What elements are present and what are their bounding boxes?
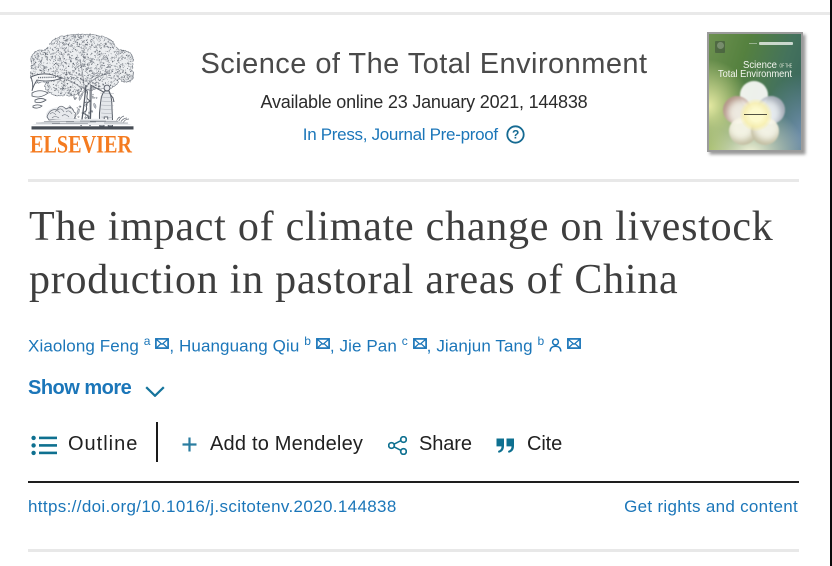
svg-text:Total Environment: Total Environment [718,68,792,80]
svg-text:Science: Science [743,59,777,71]
svg-text:OF THE: OF THE [780,64,793,70]
svg-text:?: ? [512,128,519,142]
